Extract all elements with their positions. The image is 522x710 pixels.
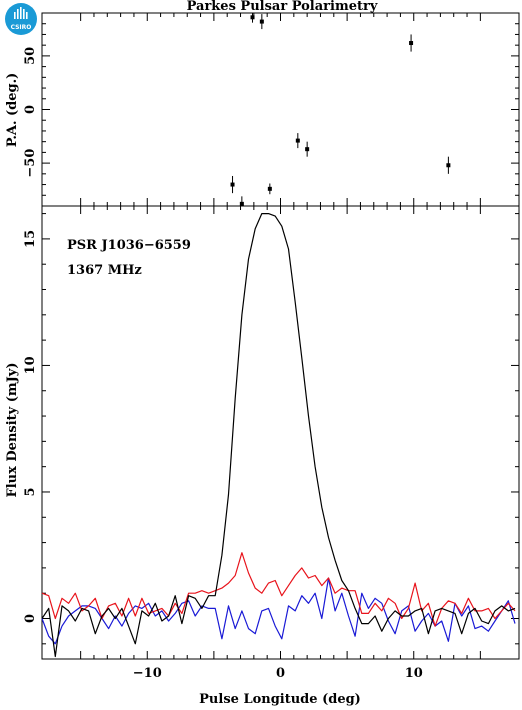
pulsar-name-annotation: PSR J1036−6559	[67, 238, 191, 253]
flux-y-tick-label: 0	[23, 614, 38, 623]
flux-series-lines	[41, 213, 516, 658]
flux-x-tick-label: 0	[276, 666, 285, 681]
figure-title: Parkes Pulsar Polarimetry	[187, 0, 378, 14]
flux-panel: 0 5 10 15 −10 0 10 PSR J1036−6559 1367 MHz Fl…	[5, 205, 520, 707]
csiro-logo-text: CSIRO	[11, 24, 32, 31]
flux-y-tick-label: 10	[23, 356, 38, 374]
pa-point	[239, 201, 244, 206]
flux-series-line-1	[41, 552, 516, 627]
pa-y-tick-labels: −50 0 50	[23, 47, 38, 178]
flux-x-tick-label: −10	[133, 666, 162, 681]
pa-y-tick-label: −50	[23, 149, 38, 178]
pa-point	[267, 186, 272, 191]
pa-axis-ticks	[42, 13, 519, 206]
pa-y-tick-label: 0	[23, 105, 38, 114]
pa-point	[295, 138, 300, 143]
frequency-annotation: 1367 MHz	[67, 263, 142, 278]
pa-point	[409, 41, 414, 46]
flux-x-tick-labels: −10 0 10	[133, 666, 423, 681]
csiro-logo-bars	[14, 7, 28, 19]
flux-series-line-2	[41, 577, 516, 645]
pa-data-points	[230, 13, 451, 206]
pa-panel: −50 0 50 P.A. (deg.)	[5, 12, 520, 207]
pa-y-axis-label: P.A. (deg.)	[5, 73, 20, 148]
pa-point	[250, 15, 255, 20]
pa-y-tick-label: 50	[23, 47, 38, 65]
flux-x-axis-label: Pulse Longitude (deg)	[199, 692, 361, 707]
flux-series-line-0	[41, 213, 516, 658]
csiro-logo: CSIRO	[5, 3, 37, 35]
pa-point	[305, 147, 310, 152]
pa-point	[446, 163, 451, 168]
pa-point	[259, 19, 264, 24]
pa-point	[230, 182, 235, 187]
flux-y-axis-label: Flux Density (mJy)	[5, 363, 20, 498]
flux-y-tick-label: 5	[23, 487, 38, 496]
flux-axis-ticks	[42, 206, 519, 659]
flux-y-tick-labels: 0 5 10 15	[23, 230, 38, 623]
flux-x-tick-label: 10	[405, 666, 423, 681]
flux-y-tick-label: 15	[23, 230, 38, 248]
pa-panel-frame	[41, 12, 520, 207]
